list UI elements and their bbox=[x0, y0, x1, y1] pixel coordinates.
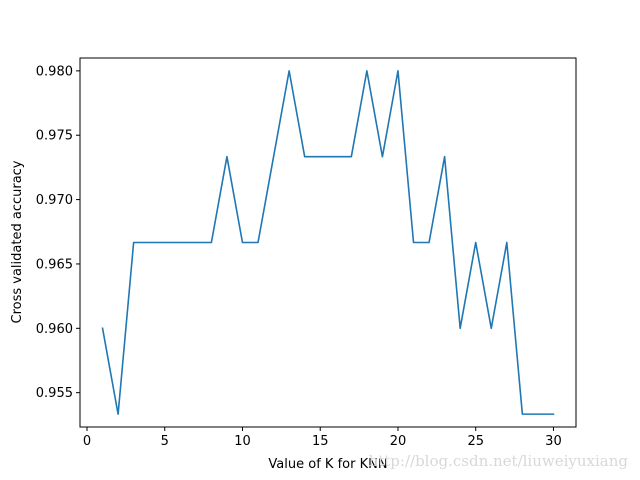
y-tick-label: 0.955 bbox=[36, 386, 73, 401]
x-tick-label: 25 bbox=[467, 434, 484, 449]
series-layer bbox=[101, 70, 555, 415]
x-tick-label: 20 bbox=[390, 434, 407, 449]
series-line bbox=[101, 70, 555, 415]
y-tick-label: 0.960 bbox=[36, 322, 73, 337]
watermark: http://blog.csdn.net/liuweiyuxiang bbox=[369, 452, 629, 470]
y-tick-label: 0.965 bbox=[36, 257, 73, 272]
x-axis-label: Value of K for KNN bbox=[268, 457, 387, 472]
y-axis: 0.955 0.960 0.965 0.970 0.975 0.980 bbox=[36, 64, 80, 401]
x-axis: 0 5 10 15 20 25 30 bbox=[83, 427, 562, 449]
x-tick-label: 15 bbox=[312, 434, 329, 449]
y-tick-label: 0.980 bbox=[36, 64, 73, 79]
plot-frame bbox=[79, 57, 577, 428]
x-tick-label: 10 bbox=[234, 434, 251, 449]
y-axis-label: Cross validated accuracy bbox=[10, 160, 25, 323]
y-tick-label: 0.970 bbox=[36, 193, 73, 208]
x-tick-label: 30 bbox=[545, 434, 562, 449]
y-tick-label: 0.975 bbox=[36, 129, 73, 144]
x-tick-label: 5 bbox=[161, 434, 169, 449]
x-tick-label: 0 bbox=[83, 434, 91, 449]
